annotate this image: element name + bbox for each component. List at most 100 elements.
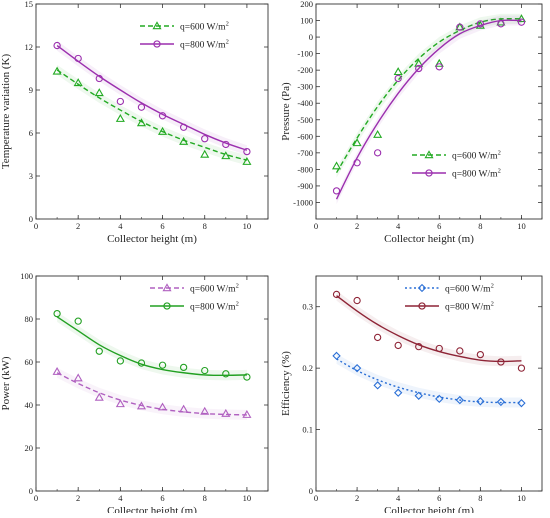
data-point-triangle — [373, 129, 383, 138]
data-point-triangle — [242, 156, 252, 165]
data-point-diamond — [435, 394, 444, 404]
data-point-circle — [179, 123, 188, 131]
y-axis-label: Temperature variation (K) — [0, 54, 12, 170]
data-point-circle — [137, 103, 146, 111]
plot-frame — [35, 3, 269, 220]
data-point-circle — [243, 373, 251, 381]
data-point-triangle — [73, 78, 83, 87]
y-tick-label: 0 — [309, 486, 313, 496]
x-tick-label: 4 — [396, 493, 401, 503]
data-point-triangle — [73, 373, 83, 382]
legend-label-text: q=600 W/m — [190, 285, 236, 295]
y-axis-label: Pressure (Pa) — [280, 82, 292, 141]
data-point-circle — [222, 370, 230, 378]
y-tick-label: 15 — [25, 0, 34, 9]
plot-frame — [315, 275, 543, 492]
x-tick-label: 0 — [314, 493, 318, 503]
data-point-diamond — [373, 381, 382, 390]
data-point-diamond — [332, 351, 341, 361]
data-point-triangle — [414, 58, 424, 67]
legend-label-superscript: 2 — [491, 301, 494, 308]
data-point-diamond — [476, 397, 485, 406]
legend-marker-diamond — [417, 283, 427, 293]
y-tick-label: -900 — [297, 181, 313, 191]
legend-label: q=600 W/m2 — [452, 150, 501, 162]
legend-marker-triangle — [424, 150, 434, 159]
data-point-circle — [332, 187, 341, 195]
data-point-circle — [158, 112, 167, 120]
data-point-diamond — [352, 363, 362, 373]
legend-label-superscript: 2 — [236, 301, 239, 308]
legend: q=600 W/m2q=800 W/m2 — [405, 283, 494, 313]
y-tick-label: 80 — [25, 314, 34, 324]
legend-label-superscript: 2 — [498, 168, 501, 175]
data-point-diamond — [394, 388, 403, 397]
y-tick-label: -600 — [297, 131, 313, 141]
data-point-triangle — [393, 67, 403, 76]
x-tick-label: 2 — [76, 493, 80, 503]
legend-label-superscript: 2 — [236, 283, 239, 290]
y-tick-label: 100 — [300, 16, 313, 26]
chart-panel-4: 0 2 4 6 8 10 0 0.1 0.2 0.3 Collector height (m) Eff… — [280, 275, 543, 517]
data-point-circle — [201, 135, 209, 143]
series-1 — [332, 351, 526, 408]
legend: q=600 W/m2q=800 W/m2 — [140, 21, 229, 51]
data-point-diamond — [496, 397, 506, 407]
y-axis-label: Efficiency (%) — [280, 351, 292, 416]
data-point-circle — [497, 358, 505, 366]
data-point-triangle — [115, 399, 125, 408]
x-tick-label: 4 — [118, 221, 123, 231]
legend-label: q=600 W/m2 — [445, 283, 494, 295]
x-axis-label: Collector height (m) — [107, 233, 197, 245]
data-point-circle — [74, 54, 82, 63]
fit-curve — [56, 69, 248, 161]
y-tick-label: 6 — [29, 128, 33, 138]
legend-label-superscript: 2 — [491, 283, 494, 290]
legend-label-superscript: 2 — [226, 21, 229, 28]
series-1 — [331, 13, 527, 178]
series-1 — [52, 64, 252, 166]
x-tick-label: 0 — [34, 221, 38, 231]
legend-marker-circle — [153, 40, 161, 48]
data-point-circle — [373, 149, 382, 157]
series-2 — [53, 40, 251, 156]
y-tick-label: 0 — [29, 214, 33, 224]
data-point-circle — [456, 23, 464, 31]
fit-curve — [335, 19, 522, 200]
y-tick-label: -500 — [297, 115, 313, 125]
y-tick-label: 40 — [25, 400, 34, 410]
data-point-triangle — [516, 14, 527, 23]
data-point-circle — [415, 342, 423, 351]
y-tick-label: -100 — [297, 49, 313, 59]
data-point-triangle — [434, 58, 444, 67]
data-point-circle — [137, 359, 146, 367]
legend-label: q=800 W/m2 — [445, 301, 494, 313]
legend-label-text: q=800 W/m — [445, 303, 491, 313]
x-tick-label: 0 — [314, 221, 318, 231]
y-tick-label: 100 — [20, 271, 33, 281]
data-point-circle — [95, 347, 103, 355]
legend-label: q=600 W/m2 — [190, 283, 239, 295]
legend-label: q=800 W/m2 — [190, 301, 239, 313]
series-2 — [332, 15, 526, 205]
x-axis-label: Collector height (m) — [107, 505, 197, 513]
data-point-triangle — [136, 401, 147, 410]
data-point-triangle — [200, 149, 210, 158]
y-tick-label: 0 — [29, 486, 33, 496]
plot-frame — [315, 3, 543, 220]
data-point-triangle — [221, 408, 231, 417]
y-tick-label: -400 — [297, 98, 313, 108]
x-tick-label: 0 — [34, 493, 38, 503]
fit-curve — [56, 372, 247, 416]
x-tick-label: 10 — [517, 221, 526, 231]
y-tick-label: 60 — [25, 357, 34, 367]
legend-label-text: q=800 W/m — [452, 170, 498, 180]
data-point-circle — [497, 20, 505, 28]
fit-curve — [56, 316, 247, 377]
x-tick-label: 2 — [355, 221, 359, 231]
y-tick-label: 0.3 — [302, 302, 313, 312]
legend-label: q=800 W/m2 — [180, 39, 229, 51]
